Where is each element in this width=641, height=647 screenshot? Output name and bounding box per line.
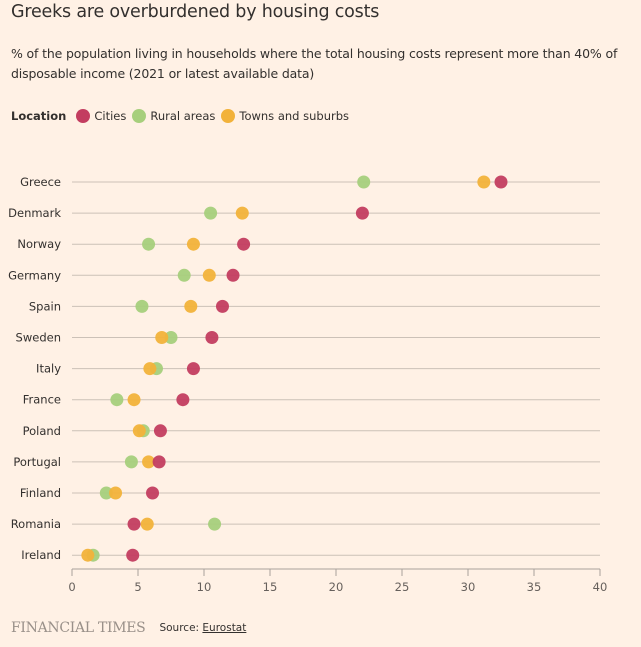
dot-towns-and-suburbs-sweden	[155, 331, 169, 344]
dot-towns-and-suburbs-norway	[186, 237, 200, 251]
dot-rural-areas-norway	[142, 237, 156, 251]
dot-cities-poland	[153, 424, 167, 438]
source-note: Source: Eurostat	[159, 622, 246, 634]
dot-rural-areas-spain	[135, 299, 149, 313]
chart-title: Greeks are overburdened by housing costs	[11, 2, 380, 22]
dot-cities-denmark	[355, 206, 369, 220]
dot-towns-and-suburbs-denmark	[235, 206, 249, 220]
category-label: Romania	[11, 517, 61, 531]
dot-cities-greece	[494, 175, 508, 189]
chart-subtitle: % of the population living in households…	[11, 46, 618, 81]
dot-rural-areas-finland	[99, 486, 113, 500]
category-label: Norway	[17, 237, 61, 251]
dot-towns-and-suburbs-italy	[143, 362, 157, 376]
x-tick-label: 30	[461, 580, 476, 594]
legend-item-towns-and-suburbs: Towns and suburbs	[221, 109, 349, 123]
category-label: Poland	[23, 424, 61, 438]
dot-rural-areas-portugal	[124, 455, 138, 469]
footer: FINANCIAL TIMES Source: Eurostat	[11, 620, 246, 636]
category-label: Denmark	[8, 206, 61, 220]
x-tick-label: 35	[527, 580, 542, 594]
dot-towns-and-suburbs-portugal	[142, 455, 156, 469]
x-tick-label: 10	[197, 580, 212, 594]
dot-cities-sweden	[205, 331, 219, 344]
legend-label-rural-areas: Rural areas	[150, 109, 216, 123]
dot-rural-areas-france	[110, 393, 124, 407]
dot-towns-and-suburbs-france	[127, 393, 141, 407]
dot-cities-finland	[146, 486, 160, 500]
dot-cities-italy	[186, 362, 200, 376]
dot-cities-france	[176, 393, 190, 407]
dot-towns-and-suburbs-finland	[109, 486, 123, 500]
x-tick-label: 40	[593, 580, 608, 594]
x-tick-label: 0	[68, 580, 75, 594]
dot-cities-norway	[237, 237, 251, 251]
category-label: Ireland	[21, 548, 61, 562]
dot-towns-and-suburbs-spain	[184, 299, 198, 313]
source-link[interactable]: Eurostat	[202, 622, 247, 634]
legend-label-cities: Cities	[94, 109, 127, 123]
dot-towns-and-suburbs-greece	[477, 175, 491, 189]
category-label: Italy	[36, 362, 61, 376]
category-label: Finland	[20, 486, 61, 500]
legend-label-towns-and-suburbs: Towns and suburbs	[239, 109, 350, 123]
dot-towns-and-suburbs-germany	[202, 268, 216, 282]
legend-item-rural-areas: Rural areas	[132, 109, 215, 123]
legend-item-cities: Cities	[76, 109, 126, 123]
dot-towns-and-suburbs-romania	[140, 517, 154, 531]
dot-rural-areas-germany	[177, 268, 191, 282]
dot-rural-areas-romania	[208, 517, 222, 531]
x-tick-label: 20	[329, 580, 344, 594]
x-tick-label: 25	[395, 580, 410, 594]
legend-title: Location	[11, 109, 67, 123]
x-tick-label: 5	[134, 580, 141, 594]
dot-cities-germany	[226, 268, 240, 282]
dot-rural-areas-greece	[357, 175, 371, 189]
legend-swatch-towns-and-suburbs	[221, 109, 236, 123]
dot-towns-and-suburbs-ireland	[81, 548, 95, 562]
dot-rural-areas-denmark	[204, 206, 218, 220]
category-label: Germany	[8, 268, 61, 282]
dot-cities-ireland	[126, 548, 140, 562]
category-label: Portugal	[13, 455, 61, 469]
dot-towns-and-suburbs-poland	[132, 424, 146, 438]
legend: Location Cities Rural areas Towns and su…	[11, 109, 355, 123]
source-prefix: Source:	[159, 622, 203, 634]
dot-cities-portugal	[152, 455, 166, 469]
category-label: Greece	[20, 175, 61, 189]
legend-swatch-rural-areas	[132, 109, 147, 123]
ft-logo: FINANCIAL TIMES	[11, 620, 146, 636]
category-label: France	[23, 393, 61, 407]
category-label: Sweden	[16, 331, 61, 345]
dot-rural-areas-sweden	[164, 331, 178, 344]
dot-cities-romania	[127, 517, 141, 531]
dot-cities-spain	[215, 299, 229, 313]
legend-swatch-cities	[76, 109, 91, 123]
x-tick-label: 15	[263, 580, 278, 594]
category-label: Spain	[29, 299, 61, 313]
